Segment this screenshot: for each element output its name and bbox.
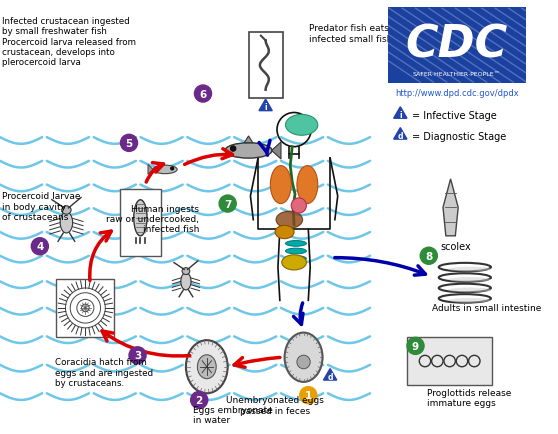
Text: = Infective Stage: = Infective Stage [412,111,497,121]
Text: 7: 7 [224,199,232,209]
Text: 5: 5 [126,138,133,148]
Text: d: d [397,132,403,141]
Ellipse shape [448,298,491,303]
Polygon shape [259,100,272,112]
Text: 3: 3 [134,351,141,361]
Text: i: i [264,103,267,112]
Ellipse shape [291,198,306,214]
Text: SAFER·HEALTHIER·PEOPLE™: SAFER·HEALTHIER·PEOPLE™ [413,72,501,77]
Polygon shape [394,108,407,119]
Text: d: d [328,372,333,381]
Text: = Diagnostic Stage: = Diagnostic Stage [412,132,506,142]
Polygon shape [394,128,407,140]
Ellipse shape [448,267,491,272]
Ellipse shape [181,273,191,290]
Text: 9: 9 [412,341,419,351]
Ellipse shape [198,355,216,379]
Text: scolex: scolex [440,241,471,251]
Text: Infected crustacean ingested
by small freshwater fish
Procercoid larva released : Infected crustacean ingested by small fr… [2,16,136,67]
Text: Proglottids release
immature eggs: Proglottids release immature eggs [427,388,511,407]
Circle shape [300,387,317,404]
Circle shape [121,135,138,152]
Ellipse shape [60,213,73,233]
Ellipse shape [297,355,310,369]
Text: Procercoid larvae
in body cavity
of crustaceans: Procercoid larvae in body cavity of crus… [2,192,80,221]
Ellipse shape [134,201,147,236]
Circle shape [195,86,211,103]
Polygon shape [443,180,458,236]
Text: Unembryonated eggs
passed in feces: Unembryonated eggs passed in feces [226,395,324,414]
Text: Eggs embryonate
in water: Eggs embryonate in water [193,405,272,424]
Circle shape [407,338,424,355]
Ellipse shape [286,241,306,247]
Circle shape [219,196,236,213]
Ellipse shape [286,115,318,136]
Text: 6: 6 [199,89,206,99]
Polygon shape [272,143,281,160]
Text: Adults in small intestine: Adults in small intestine [432,303,541,312]
Circle shape [230,147,235,152]
Text: Predator fish eats
infected small fish: Predator fish eats infected small fish [309,24,393,44]
Text: 8: 8 [425,251,432,261]
Text: Coracidia hatch from
eggs and are ingested
by crustaceans.: Coracidia hatch from eggs and are ingest… [55,358,153,387]
Ellipse shape [271,166,291,204]
Ellipse shape [153,166,177,174]
Ellipse shape [448,288,491,293]
FancyBboxPatch shape [388,8,526,84]
Ellipse shape [276,212,302,229]
Polygon shape [324,369,337,380]
Polygon shape [148,165,153,175]
Ellipse shape [285,333,323,382]
Circle shape [31,238,49,255]
FancyBboxPatch shape [120,189,161,256]
Circle shape [129,347,146,364]
Text: Human ingests
raw or undercooked,
infected fish: Human ingests raw or undercooked, infect… [106,204,199,234]
Text: CDC: CDC [406,23,508,66]
Ellipse shape [297,166,318,204]
Ellipse shape [286,249,306,254]
Text: i: i [399,111,402,120]
Ellipse shape [448,277,491,282]
Ellipse shape [186,340,228,393]
Circle shape [171,168,174,171]
Text: 2: 2 [196,395,203,405]
Circle shape [191,391,208,408]
Text: 4: 4 [36,242,44,252]
Ellipse shape [275,226,294,239]
FancyBboxPatch shape [56,279,114,337]
Ellipse shape [225,143,272,159]
Ellipse shape [282,255,306,270]
Ellipse shape [62,206,71,215]
Text: 1: 1 [305,390,312,400]
FancyBboxPatch shape [248,33,283,99]
Ellipse shape [182,268,190,275]
Circle shape [420,248,437,265]
Polygon shape [244,137,253,143]
FancyBboxPatch shape [407,338,492,385]
Text: http://www.dpd.cdc.gov/dpdx: http://www.dpd.cdc.gov/dpdx [395,89,518,98]
Ellipse shape [286,256,306,262]
